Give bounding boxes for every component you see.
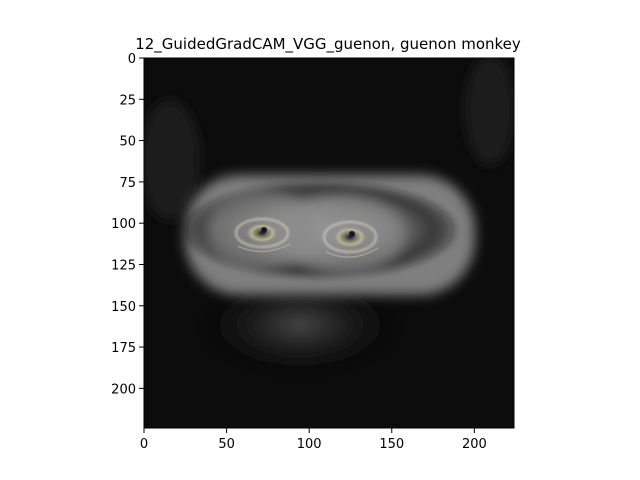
left-eye [235, 218, 291, 253]
y-tick-label: 125 [111, 258, 136, 273]
y-tick-label: 50 [119, 135, 136, 150]
x-tick-label: 200 [462, 437, 487, 452]
x-tick-label: 50 [218, 437, 235, 452]
right-eye [323, 221, 379, 258]
y-tick-label: 175 [111, 341, 136, 356]
figure-title: 12_GuidedGradCAM_VGG_guenon, guenon monk… [135, 35, 521, 54]
y-tick-label: 25 [119, 93, 136, 108]
x-tick-label: 150 [379, 437, 404, 452]
y-tick-label: 200 [111, 382, 136, 397]
y-tick-label: 75 [119, 176, 136, 191]
saliency-image [144, 58, 514, 428]
y-tick-label: 100 [111, 217, 136, 232]
x-tick-label: 100 [297, 437, 322, 452]
lower-face-glow [190, 270, 410, 380]
x-axis: 0 50 100 150 200 [140, 428, 487, 452]
x-tick-label: 0 [140, 437, 148, 452]
y-tick-label: 0 [128, 52, 136, 67]
y-tick-label: 150 [111, 300, 136, 315]
plot-frame [143, 57, 515, 429]
y-axis: 0 25 50 75 100 125 150 175 200 [111, 52, 144, 397]
